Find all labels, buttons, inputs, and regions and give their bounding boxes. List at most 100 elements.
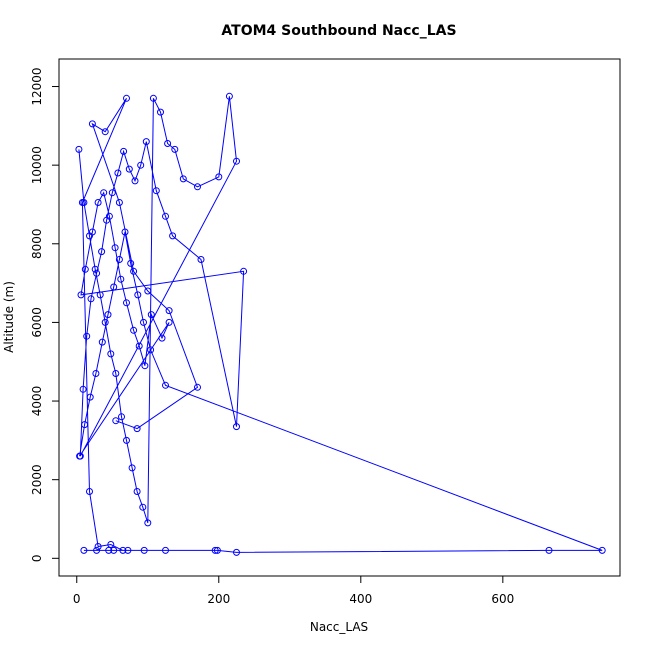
data-point bbox=[110, 546, 118, 554]
data-point bbox=[197, 256, 205, 263]
data-point bbox=[144, 519, 152, 527]
data-point bbox=[81, 421, 89, 429]
data-point bbox=[164, 140, 172, 147]
data-point bbox=[233, 157, 240, 165]
data-point bbox=[147, 311, 155, 319]
data-point bbox=[545, 546, 553, 554]
data-point bbox=[107, 350, 115, 358]
series-group bbox=[75, 92, 606, 556]
data-point bbox=[165, 318, 173, 326]
data-point bbox=[88, 120, 96, 128]
data-point bbox=[194, 183, 201, 191]
data-point bbox=[225, 92, 233, 100]
data-point bbox=[125, 165, 133, 173]
data-point bbox=[211, 546, 219, 554]
data-point bbox=[91, 265, 99, 273]
data-point bbox=[162, 381, 169, 389]
data-point bbox=[105, 212, 113, 220]
data-point bbox=[98, 248, 106, 256]
data-point bbox=[149, 94, 157, 102]
data-point bbox=[213, 546, 221, 554]
data-point bbox=[157, 108, 164, 116]
x-tick-label: 600 bbox=[491, 592, 514, 606]
data-point bbox=[134, 291, 142, 299]
data-point bbox=[124, 546, 132, 554]
data-point bbox=[123, 94, 130, 102]
data-point bbox=[141, 362, 149, 370]
data-point bbox=[86, 393, 94, 401]
data-point bbox=[88, 228, 96, 236]
data-point bbox=[112, 417, 120, 425]
data-point bbox=[133, 425, 141, 433]
data-point bbox=[86, 488, 93, 495]
data-point bbox=[144, 287, 152, 295]
data-point bbox=[598, 546, 606, 554]
y-tick-label: 12000 bbox=[30, 67, 44, 105]
data-point bbox=[240, 267, 248, 275]
data-point bbox=[93, 546, 101, 554]
data-point bbox=[75, 145, 83, 153]
data-point bbox=[121, 228, 129, 236]
data-point bbox=[92, 370, 100, 377]
data-point bbox=[80, 546, 88, 554]
data-point bbox=[96, 291, 104, 299]
data-point bbox=[93, 269, 101, 277]
data-point bbox=[87, 295, 95, 303]
data-point bbox=[105, 546, 113, 554]
data-point bbox=[118, 413, 125, 421]
data-point bbox=[77, 291, 85, 299]
data-point bbox=[147, 346, 155, 354]
data-point bbox=[128, 464, 136, 472]
data-point bbox=[142, 138, 150, 146]
data-point bbox=[127, 259, 135, 267]
plot-frame bbox=[58, 58, 621, 577]
data-point bbox=[123, 436, 130, 444]
y-tick-label: 6000 bbox=[30, 307, 44, 338]
x-axis: 0 200 400 600 bbox=[73, 575, 514, 606]
data-point bbox=[104, 311, 112, 319]
x-tick-label: 0 bbox=[73, 592, 81, 606]
data-point bbox=[117, 275, 125, 283]
data-point bbox=[152, 187, 160, 195]
data-point bbox=[115, 256, 123, 263]
y-axis-label: Altitude (m) bbox=[2, 281, 16, 353]
data-point bbox=[101, 128, 109, 136]
data-point bbox=[83, 332, 91, 340]
data-point bbox=[233, 548, 240, 556]
data-point bbox=[194, 383, 201, 391]
data-point bbox=[107, 541, 115, 548]
data-point bbox=[98, 338, 106, 346]
series-line bbox=[78, 96, 603, 553]
x-tick-label: 200 bbox=[207, 592, 230, 606]
data-point bbox=[79, 385, 87, 393]
data-point bbox=[123, 299, 130, 307]
data-point bbox=[137, 161, 145, 169]
data-point bbox=[162, 212, 169, 220]
data-point bbox=[140, 546, 148, 554]
data-point bbox=[162, 546, 169, 554]
data-point bbox=[115, 199, 123, 206]
data-point bbox=[120, 147, 128, 155]
data-point bbox=[100, 189, 108, 197]
data-point bbox=[94, 199, 102, 206]
data-point bbox=[130, 326, 138, 334]
data-point bbox=[111, 244, 119, 252]
data-point bbox=[114, 169, 122, 177]
x-axis-label: Nacc_LAS bbox=[310, 620, 368, 634]
data-point bbox=[133, 488, 141, 495]
data-point bbox=[119, 546, 127, 554]
data-point bbox=[108, 189, 116, 197]
data-point bbox=[135, 342, 143, 350]
y-tick-label: 4000 bbox=[30, 386, 44, 417]
y-tick-label: 8000 bbox=[30, 229, 44, 260]
data-point bbox=[130, 267, 138, 275]
data-point bbox=[215, 173, 223, 181]
data-point bbox=[179, 175, 187, 183]
y-axis: 0 2000 4000 6000 8000 10000 12000 bbox=[30, 67, 60, 562]
data-point bbox=[171, 145, 179, 153]
data-point bbox=[158, 334, 166, 342]
y-tick-label: 10000 bbox=[30, 146, 44, 184]
data-point bbox=[112, 370, 120, 377]
data-point bbox=[169, 232, 177, 240]
